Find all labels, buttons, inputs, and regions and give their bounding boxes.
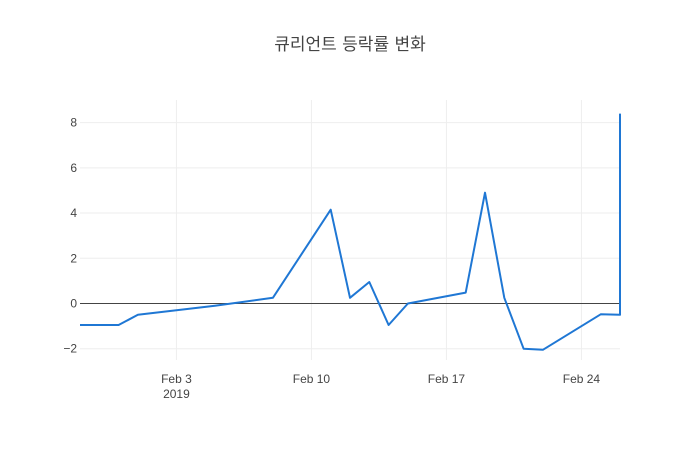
y-tick-label: 0: [70, 296, 77, 310]
x-tick-sublabel: 2019: [163, 387, 190, 401]
x-tick-label: Feb 24: [563, 372, 601, 386]
plot-series: [80, 113, 621, 351]
x-tick-label: Feb 10: [293, 372, 331, 386]
x-gridlines: [175, 100, 582, 360]
y-tick-label: 4: [70, 206, 77, 220]
chart-title: 큐리언트 등락률 변화: [274, 35, 426, 55]
y-tick-label: −2: [63, 342, 77, 356]
series-line: [80, 113, 621, 351]
x-tick-label: Feb 17: [428, 372, 466, 386]
y-axis-tick-labels: −2 0 2 4 6 8: [63, 116, 77, 356]
y-tick-label: 2: [70, 251, 77, 265]
y-tick-label: 6: [70, 161, 77, 175]
x-tick-label: Feb 3: [161, 372, 192, 386]
y-tick-label: 8: [70, 116, 77, 130]
